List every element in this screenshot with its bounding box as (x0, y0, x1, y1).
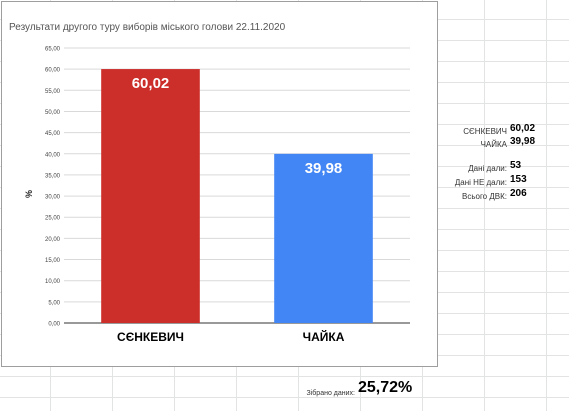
y-tick-label: 25,00 (45, 216, 61, 222)
y-tick-label: 65,00 (45, 47, 61, 53)
x-category-label: ЧАЙКА (303, 329, 345, 344)
candidate-value: 60,02 (510, 123, 536, 134)
y-tick-label: 35,00 (45, 173, 61, 179)
y-tick-label: 40,00 (45, 152, 61, 158)
y-tick-label: 45,00 (45, 131, 61, 137)
collected-label: Зібрано даних: (306, 390, 355, 397)
bar-chart: Результати другого туру виборів міського… (9, 21, 410, 344)
chart-card[interactable]: Результати другого туру виборів міського… (1, 1, 438, 367)
stat-value: 206 (510, 188, 527, 199)
candidate-label: ЧАЙКА (480, 140, 507, 149)
x-category-label: СЄНКЕВИЧ (117, 330, 184, 344)
stat-label: Дані дали: (468, 164, 507, 173)
y-tick-label: 20,00 (45, 237, 61, 243)
y-axis-label: % (24, 190, 34, 198)
stat-value: 53 (510, 160, 522, 171)
collected-value: 25,72% (358, 379, 413, 396)
bar[interactable] (274, 153, 373, 323)
bar-value-label: 39,98 (305, 160, 343, 177)
y-tick-label: 15,00 (45, 258, 61, 264)
y-tick-label: 0,00 (48, 322, 60, 328)
y-tick-label: 50,00 (45, 110, 61, 116)
stat-value: 153 (510, 174, 527, 185)
y-tick-label: 60,00 (45, 68, 61, 74)
bar-value-label: 60,02 (132, 75, 170, 92)
stat-label: Всього ДВК: (461, 192, 507, 201)
chart-title: Результати другого туру виборів міського… (9, 21, 286, 33)
y-tick-label: 5,00 (48, 300, 60, 306)
y-tick-label: 10,00 (45, 279, 61, 285)
candidate-value: 39,98 (510, 136, 536, 147)
candidate-label: СЄНКЕВИЧ (463, 127, 507, 136)
y-tick-label: 55,00 (45, 89, 61, 95)
stat-label: Дані НЕ дали: (454, 178, 507, 187)
bar[interactable] (101, 69, 200, 323)
y-tick-label: 30,00 (45, 195, 61, 201)
